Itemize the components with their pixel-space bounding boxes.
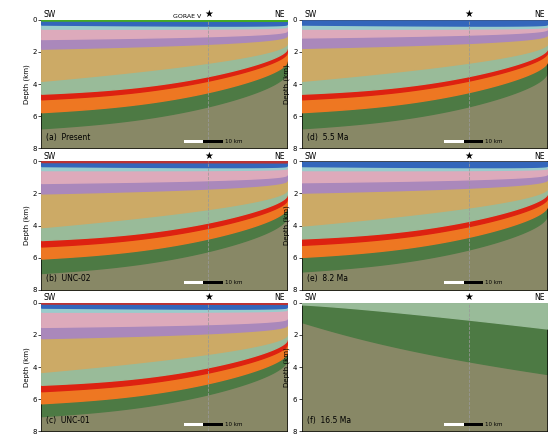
Text: NE: NE	[534, 10, 545, 19]
Bar	[184, 281, 204, 284]
Text: SW: SW	[304, 152, 316, 161]
Y-axis label: Depth (km): Depth (km)	[284, 347, 290, 387]
Bar	[464, 281, 483, 284]
Text: SW: SW	[43, 10, 56, 19]
Bar	[204, 140, 223, 143]
Text: NE: NE	[534, 152, 545, 161]
Text: (e)  8.2 Ma: (e) 8.2 Ma	[306, 275, 348, 283]
Text: ★: ★	[204, 151, 213, 161]
Text: NE: NE	[534, 293, 545, 302]
Bar	[204, 423, 223, 426]
Bar	[184, 423, 204, 426]
Text: NE: NE	[274, 10, 284, 19]
Text: (b)  UNC-02: (b) UNC-02	[46, 275, 91, 283]
Text: (f)  16.5 Ma: (f) 16.5 Ma	[306, 416, 351, 425]
Text: SW: SW	[43, 152, 56, 161]
Text: ★: ★	[464, 151, 473, 161]
Text: GORAE V: GORAE V	[173, 14, 201, 19]
Text: ★: ★	[464, 9, 473, 19]
Y-axis label: Depth (km): Depth (km)	[23, 206, 30, 245]
Text: NE: NE	[274, 293, 284, 302]
Bar	[464, 423, 483, 426]
Bar	[184, 140, 204, 143]
Text: 10 km: 10 km	[225, 280, 243, 285]
Text: SW: SW	[304, 293, 316, 302]
Text: 10 km: 10 km	[485, 280, 503, 285]
Bar	[464, 140, 483, 143]
Text: 10 km: 10 km	[225, 422, 243, 427]
Text: NE: NE	[274, 152, 284, 161]
Y-axis label: Depth (km): Depth (km)	[23, 64, 30, 104]
Text: ★: ★	[204, 9, 213, 19]
Text: 10 km: 10 km	[485, 139, 503, 144]
Text: (c)  UNC-01: (c) UNC-01	[46, 416, 90, 425]
Text: (a)  Present: (a) Present	[46, 133, 91, 142]
Bar	[204, 281, 223, 284]
Y-axis label: Depth (km): Depth (km)	[23, 347, 30, 387]
Text: SW: SW	[43, 293, 56, 302]
Text: ★: ★	[464, 292, 473, 302]
Bar	[444, 140, 464, 143]
Text: 10 km: 10 km	[485, 422, 503, 427]
Text: ★: ★	[204, 292, 213, 302]
Bar	[444, 423, 464, 426]
Y-axis label: Depth (km): Depth (km)	[284, 206, 290, 245]
Text: SW: SW	[304, 10, 316, 19]
Y-axis label: Depth (km): Depth (km)	[284, 64, 290, 104]
Text: 10 km: 10 km	[225, 139, 243, 144]
Bar	[444, 281, 464, 284]
Text: (d)  5.5 Ma: (d) 5.5 Ma	[306, 133, 348, 142]
